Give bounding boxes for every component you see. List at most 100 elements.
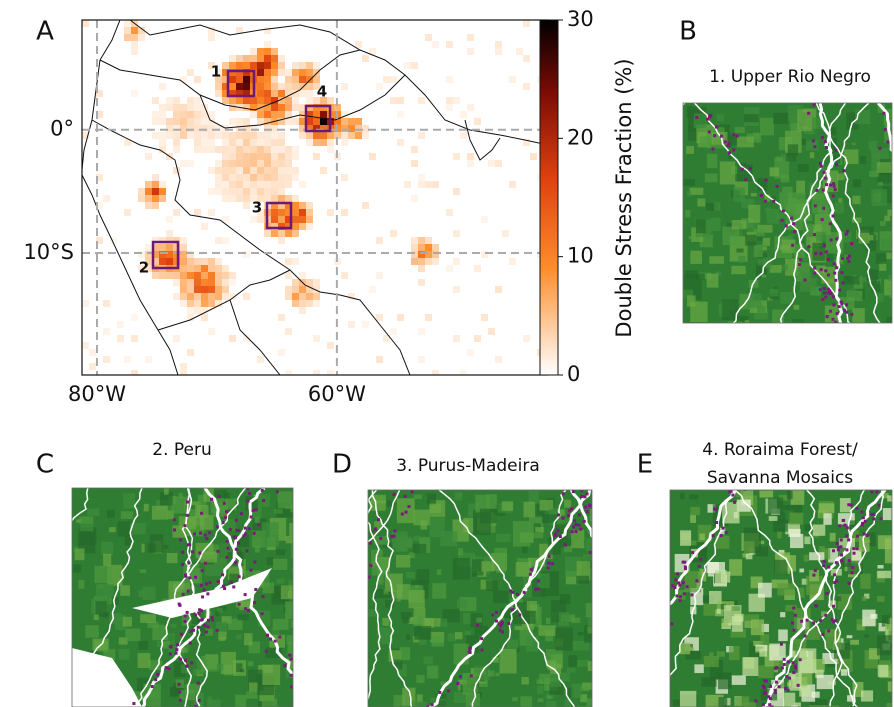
- heat-cell: [166, 272, 173, 279]
- heat-cell: [180, 244, 187, 251]
- texture: [809, 552, 825, 561]
- double-stress-pixel: [203, 561, 207, 565]
- heat-cell: [159, 146, 166, 153]
- texture: [812, 242, 826, 261]
- double-stress-pixel: [269, 637, 273, 641]
- double-stress-pixel: [303, 696, 306, 699]
- heat-cell: [180, 370, 187, 375]
- double-stress-pixel: [803, 634, 807, 638]
- heat-cell: [348, 321, 355, 328]
- texture: [426, 665, 439, 679]
- heat-cell: [418, 279, 425, 286]
- texture: [886, 316, 892, 323]
- texture: [432, 583, 447, 599]
- double-stress-pixel: [574, 522, 578, 526]
- double-stress-pixel: [832, 262, 836, 266]
- texture: [721, 618, 729, 627]
- texture: [852, 195, 861, 205]
- texture: [116, 570, 125, 577]
- heat-cell: [215, 146, 222, 153]
- double-stress-pixel: [185, 610, 189, 614]
- heat-cell: [355, 132, 362, 139]
- texture: [368, 609, 380, 617]
- heat-cell: [292, 230, 299, 237]
- texture: [886, 702, 892, 707]
- double-stress-pixel: [793, 664, 797, 668]
- texture: [559, 594, 571, 605]
- heat-cell: [285, 83, 292, 90]
- texture: [537, 573, 550, 589]
- texture: [420, 520, 428, 530]
- double-stress-pixel: [234, 561, 238, 565]
- double-stress-pixel: [803, 278, 807, 282]
- double-stress-pixel: [819, 164, 823, 168]
- double-stress-pixel: [622, 680, 625, 683]
- double-stress-pixel: [798, 258, 802, 262]
- river: [670, 490, 737, 606]
- double-stress-pixel: [674, 578, 678, 582]
- double-stress-pixel: [528, 572, 532, 576]
- double-stress-pixel: [767, 695, 771, 699]
- double-stress-pixel: [563, 543, 567, 547]
- heat-cell: [166, 132, 173, 139]
- texture: [122, 616, 133, 627]
- heat-cell: [201, 293, 208, 300]
- heat-cell: [229, 139, 236, 146]
- double-stress-pixel: [254, 508, 258, 512]
- double-stress-pixel: [719, 534, 723, 538]
- heat-cell: [82, 342, 89, 349]
- texture: [689, 647, 695, 651]
- river: [806, 490, 858, 707]
- heat-cell: [201, 111, 208, 118]
- texture: [456, 492, 463, 497]
- texture: [588, 615, 592, 628]
- heat-cell: [124, 209, 131, 216]
- heat-cell: [299, 216, 306, 223]
- heat-cell: [446, 104, 453, 111]
- heat-cell: [257, 132, 264, 139]
- texture: [864, 593, 870, 599]
- texture: [564, 499, 572, 508]
- texture: [786, 490, 793, 500]
- texture: [809, 705, 827, 707]
- heat-cell: [187, 314, 194, 321]
- region-box: [304, 104, 332, 133]
- texture: [103, 553, 112, 566]
- texture: [272, 618, 289, 630]
- heat-cell: [229, 146, 236, 153]
- texture: [699, 568, 704, 574]
- heat-cell: [159, 181, 166, 188]
- double-stress-pixel: [852, 547, 856, 551]
- colorbar-tick-label: 0: [567, 362, 580, 386]
- heat-cell: [257, 55, 264, 62]
- double-stress-pixel: [511, 590, 515, 594]
- texture: [837, 513, 855, 525]
- texture: [804, 524, 811, 532]
- texture: [129, 691, 145, 701]
- double-stress-pixel: [574, 529, 578, 533]
- heat-cell: [460, 132, 467, 139]
- heat-cell: [264, 146, 271, 153]
- double-stress-pixel: [652, 629, 655, 632]
- heat-cell: [250, 160, 257, 167]
- double-stress-pixel: [821, 188, 825, 192]
- texture: [736, 248, 744, 253]
- heat-cell: [257, 48, 264, 55]
- double-stress-pixel: [206, 592, 210, 596]
- heat-cell: [145, 258, 152, 265]
- heat-cell: [187, 111, 194, 118]
- double-stress-pixel: [251, 508, 255, 512]
- double-stress-pixel: [840, 559, 844, 563]
- texture: [95, 584, 114, 605]
- heat-cell: [96, 111, 103, 118]
- texture: [188, 525, 206, 537]
- double-stress-pixel: [196, 681, 200, 685]
- heat-cell: [285, 76, 292, 83]
- heat-cell: [271, 132, 278, 139]
- double-stress-pixel: [646, 598, 649, 601]
- double-stress-pixel: [295, 657, 298, 660]
- double-stress-pixel: [819, 252, 823, 256]
- heat-cell: [481, 216, 488, 223]
- double-stress-pixel: [260, 612, 264, 616]
- texture: [785, 153, 797, 162]
